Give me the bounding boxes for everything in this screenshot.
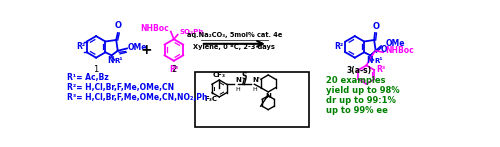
Text: R¹: R¹ [374, 58, 382, 64]
Text: NHBoc: NHBoc [385, 46, 414, 55]
Text: Xylene, 0 ºC, 2-3 days: Xylene, 0 ºC, 2-3 days [194, 43, 275, 50]
Text: O: O [115, 21, 122, 30]
Text: 20 examples: 20 examples [326, 76, 385, 85]
Text: R³: R³ [376, 66, 385, 75]
Text: F₃C: F₃C [204, 96, 217, 102]
Text: N: N [266, 93, 271, 100]
Text: yield up to 98%: yield up to 98% [326, 86, 399, 95]
Text: 1: 1 [94, 66, 98, 75]
Bar [194, 72, 308, 127]
Text: N: N [366, 56, 373, 65]
Text: R¹: R¹ [114, 58, 123, 64]
Text: R³= H,Cl,Br,F,Me,OMe,CN,NO₂,Ph: R³= H,Cl,Br,F,Me,OMe,CN,NO₂,Ph [67, 93, 208, 102]
Text: N: N [108, 56, 114, 65]
Text: R³: R³ [169, 65, 178, 74]
Text: R¹= Ac,Bz: R¹= Ac,Bz [67, 73, 108, 82]
Text: NHBoc: NHBoc [140, 24, 169, 33]
Text: N': N' [252, 77, 260, 83]
Text: H: H [252, 87, 257, 92]
Text: dr up to 99:1%: dr up to 99:1% [326, 96, 396, 105]
Text: SO₂Ph: SO₂Ph [179, 29, 204, 35]
Text: 2: 2 [171, 66, 176, 75]
Text: aq.Na₂CO₃, 5mol% cat. 4e: aq.Na₂CO₃, 5mol% cat. 4e [186, 32, 282, 38]
Text: H: H [235, 87, 240, 92]
Text: 3(a-s): 3(a-s) [346, 66, 371, 75]
Text: OMe: OMe [386, 39, 405, 48]
Text: up to 99% ee: up to 99% ee [326, 106, 388, 115]
Text: O: O [380, 45, 387, 55]
Text: N: N [235, 77, 241, 83]
Text: R²: R² [76, 42, 85, 51]
Text: R²= H,Cl,Br,F,Me,OMe,CN: R²= H,Cl,Br,F,Me,OMe,CN [67, 83, 174, 92]
Text: R²: R² [334, 42, 344, 51]
Text: O: O [372, 22, 379, 31]
Text: CF₃: CF₃ [213, 72, 226, 78]
Text: OMe: OMe [128, 43, 148, 52]
Text: +: + [140, 43, 152, 57]
Text: S: S [242, 72, 247, 81]
